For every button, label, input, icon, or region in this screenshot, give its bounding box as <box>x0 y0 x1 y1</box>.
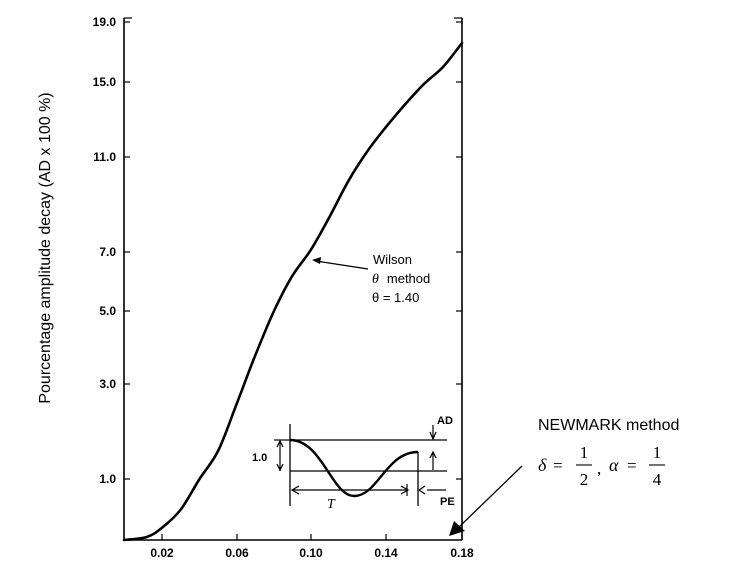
y-tick-label: 3.0 <box>99 377 116 391</box>
y-tick-label: 1.0 <box>99 472 116 486</box>
wilson-label: Wilson <box>373 252 412 267</box>
inset-pe-label: PE <box>440 496 455 508</box>
newmark-title: NEWMARK method <box>538 417 679 434</box>
inset-diagram <box>274 424 447 506</box>
series-line-wilson <box>122 41 464 542</box>
delta-denominator: 2 <box>580 470 589 489</box>
alpha-denominator: 4 <box>653 470 662 489</box>
method-text: method <box>387 271 430 286</box>
x-tick-label: 0.06 <box>225 546 249 560</box>
x-tick-label: 0.10 <box>299 546 323 560</box>
y-tick-label: 5.0 <box>99 304 116 318</box>
inset-one-label: 1.0 <box>252 452 267 464</box>
inset-period-label: T <box>327 497 336 512</box>
x-tick-label: 0.02 <box>150 546 174 560</box>
x-tick-label: 0.18 <box>450 546 474 560</box>
comma: , <box>597 459 601 478</box>
y-axis-label: Pourcentage amplitude decay (AD x 100 %) <box>37 92 54 403</box>
alpha-equals: = <box>627 456 637 475</box>
alpha-symbol: α <box>609 455 619 475</box>
wilson-method-label: θ method <box>372 270 430 287</box>
x-tick-label: 0.14 <box>374 546 398 560</box>
y-tick-label: 15.0 <box>93 75 117 89</box>
x-axis-ticks: 0.02 0.06 0.10 0.14 0.18 <box>150 534 474 560</box>
y-axis-ticks: 1.0 3.0 5.0 7.0 11.0 15.0 19.0 <box>93 15 462 486</box>
wilson-annotation: Wilson θ method θ = 1.40 <box>312 252 430 305</box>
alpha-numerator: 1 <box>653 443 662 462</box>
y-tick-label: 11.0 <box>93 150 116 164</box>
y-tick-label: 19.0 <box>93 15 117 29</box>
theta-value-label: θ = 1.40 <box>372 290 419 305</box>
theta-symbol: θ <box>372 272 379 287</box>
inset-ad-label: AD <box>437 415 453 427</box>
plot-frame <box>123 17 463 541</box>
delta-symbol: δ <box>538 455 547 475</box>
delta-numerator: 1 <box>580 443 589 462</box>
delta-equals: = <box>553 456 563 475</box>
newmark-annotation: NEWMARK method δ = 1 2 , α = 1 4 <box>449 417 679 536</box>
y-tick-label: 7.0 <box>99 245 116 259</box>
